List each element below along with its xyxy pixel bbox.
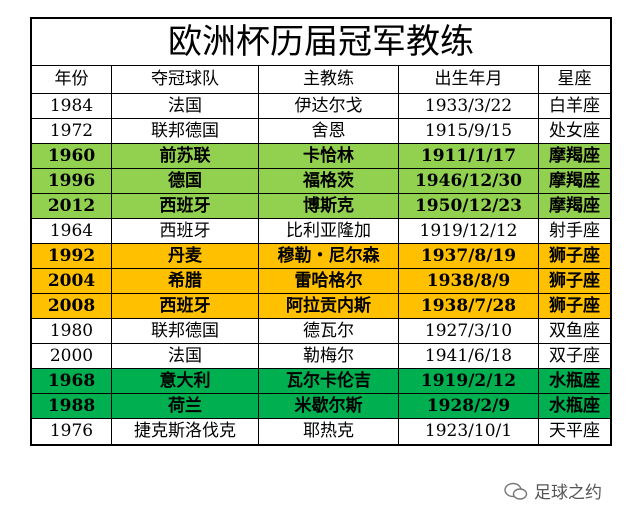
- table-cell: 1938/7/28: [399, 294, 539, 318]
- table-cell: 2000: [32, 344, 112, 368]
- table-cell: 1972: [32, 119, 112, 143]
- table-row: 2004 希腊 雷哈格尔 1938/8/9 狮子座: [32, 269, 610, 294]
- header-row: 年份 夺冠球队 主教练 出生年月 星座: [32, 66, 610, 94]
- table-cell: 1988: [32, 394, 112, 418]
- table-cell: 耶热克: [259, 419, 399, 444]
- table-cell: 1960: [32, 144, 112, 168]
- table-cell: 水瓶座: [549, 396, 600, 416]
- table-cell: 德瓦尔: [259, 319, 399, 343]
- table-cell: 处女座: [549, 121, 600, 141]
- table-cell: 博斯克: [259, 194, 399, 218]
- table-cell: 狮子座: [549, 271, 600, 291]
- table-row: 1976 捷克斯洛伐克 耶热克 1923/10/1 天平座: [32, 419, 610, 444]
- table-cell: 联邦德国: [112, 119, 259, 143]
- table-cell: 狮子座: [549, 246, 600, 266]
- table-cell: 法国: [112, 94, 259, 118]
- table-row: 1984 法国 伊达尔戈 1933/3/22 白羊座: [32, 94, 610, 119]
- table-row: 1988 荷兰 米歇尔斯 1928/2/9 水瓶座: [32, 394, 610, 419]
- table-cell: 比利亚隆加: [259, 219, 399, 243]
- table-cell: 阿拉贡内斯: [259, 294, 399, 318]
- table-cell: 雷哈格尔: [259, 269, 399, 293]
- table-cell: 福格茨: [259, 169, 399, 193]
- table-cell: 希腊: [112, 269, 259, 293]
- header-cell: 年份: [32, 66, 112, 93]
- table-cell: 捷克斯洛伐克: [112, 419, 259, 444]
- table-row: 2008 西班牙 阿拉贡内斯 1938/7/28 狮子座: [32, 294, 610, 319]
- table-cell: 1911/1/17: [399, 144, 539, 168]
- table-row: 1968 意大利 瓦尔卡伦吉 1919/2/12 水瓶座: [32, 369, 610, 394]
- header-cell: 夺冠球队: [112, 66, 259, 93]
- header-cell: 星座: [557, 69, 592, 89]
- table-cell: 1968: [32, 369, 112, 393]
- table-cell: 狮子座: [549, 296, 600, 316]
- table-cell: 卡恰林: [259, 144, 399, 168]
- table-cell: 伊达尔戈: [259, 94, 399, 118]
- table-cell: 1923/10/1: [399, 419, 539, 444]
- table-row: 1960 前苏联 卡恰林 1911/1/17 摩羯座: [32, 144, 610, 169]
- table-cell: 西班牙: [112, 294, 259, 318]
- table-row: 2012 西班牙 博斯克 1950/12/23 摩羯座: [32, 194, 610, 219]
- table-cell: 1927/3/10: [399, 319, 539, 343]
- table-cell: 1938/8/9: [399, 269, 539, 293]
- table-cell: 1919/12/12: [399, 219, 539, 243]
- table-cell: 意大利: [112, 369, 259, 393]
- table-cell: 1941/6/18: [399, 344, 539, 368]
- table-cell: 1915/9/15: [399, 119, 539, 143]
- table-cell: 勒梅尔: [259, 344, 399, 368]
- table-cell: 摩羯座: [549, 171, 600, 191]
- table-row: 1980 联邦德国 德瓦尔 1927/3/10 双鱼座: [32, 319, 610, 344]
- table-row: 1996 德国 福格茨 1946/12/30 摩羯座: [32, 169, 610, 194]
- table-row: 1964 西班牙 比利亚隆加 1919/12/12 射手座: [32, 219, 610, 244]
- table-cell: 德国: [112, 169, 259, 193]
- table-cell: 双子座: [549, 346, 600, 366]
- table-cell: 摩羯座: [549, 146, 600, 166]
- table-cell: 荷兰: [112, 394, 259, 418]
- table-title: 欧洲杯历届冠军教练: [32, 19, 610, 66]
- wechat-icon: [504, 482, 528, 500]
- table-cell: 射手座: [549, 221, 600, 241]
- table-cell: 1996: [32, 169, 112, 193]
- table-cell: 2008: [32, 294, 112, 318]
- table-cell: 法国: [112, 344, 259, 368]
- table-row: 1972 联邦德国 舍恩 1915/9/15 处女座: [32, 119, 610, 144]
- table-cell: 穆勒・尼尔森: [259, 244, 399, 268]
- table-cell: 1950/12/23: [399, 194, 539, 218]
- table-cell: 1937/8/19: [399, 244, 539, 268]
- table-cell: 水瓶座: [549, 371, 600, 391]
- table-cell: 双鱼座: [549, 321, 600, 341]
- table-cell: 1919/2/12: [399, 369, 539, 393]
- watermark: 足球之约: [504, 478, 602, 503]
- table-row: 1992 丹麦 穆勒・尼尔森 1937/8/19 狮子座: [32, 244, 610, 269]
- table-cell: 1933/3/22: [399, 94, 539, 118]
- table-cell: 1928/2/9: [399, 394, 539, 418]
- table-cell: 1976: [32, 419, 112, 444]
- table-row: 2000 法国 勒梅尔 1941/6/18 双子座: [32, 344, 610, 369]
- table-cell: 白羊座: [549, 96, 600, 116]
- table-cell: 1992: [32, 244, 112, 268]
- table-cell: 联邦德国: [112, 319, 259, 343]
- table-cell: 舍恩: [259, 119, 399, 143]
- table-cell: 米歇尔斯: [259, 394, 399, 418]
- table-cell: 西班牙: [112, 194, 259, 218]
- table-cell: 1964: [32, 219, 112, 243]
- table-cell: 摩羯座: [549, 196, 600, 216]
- table: 欧洲杯历届冠军教练 年份 夺冠球队 主教练 出生年月 星座 1984 法国 伊达尔戈 1933/…: [30, 17, 612, 446]
- table-cell: 2004: [32, 269, 112, 293]
- table-cell: 西班牙: [112, 219, 259, 243]
- table-cell: 1980: [32, 319, 112, 343]
- table-cell: 天平座: [549, 421, 600, 441]
- table-cell: 1946/12/30: [399, 169, 539, 193]
- watermark-text: 足球之约: [534, 483, 602, 503]
- table-cell: 丹麦: [112, 244, 259, 268]
- header-cell: 出生年月: [399, 66, 539, 93]
- header-cell: 主教练: [259, 66, 399, 93]
- table-cell: 2012: [32, 194, 112, 218]
- table-cell: 前苏联: [112, 144, 259, 168]
- table-cell: 1984: [32, 94, 112, 118]
- table-cell: 瓦尔卡伦吉: [259, 369, 399, 393]
